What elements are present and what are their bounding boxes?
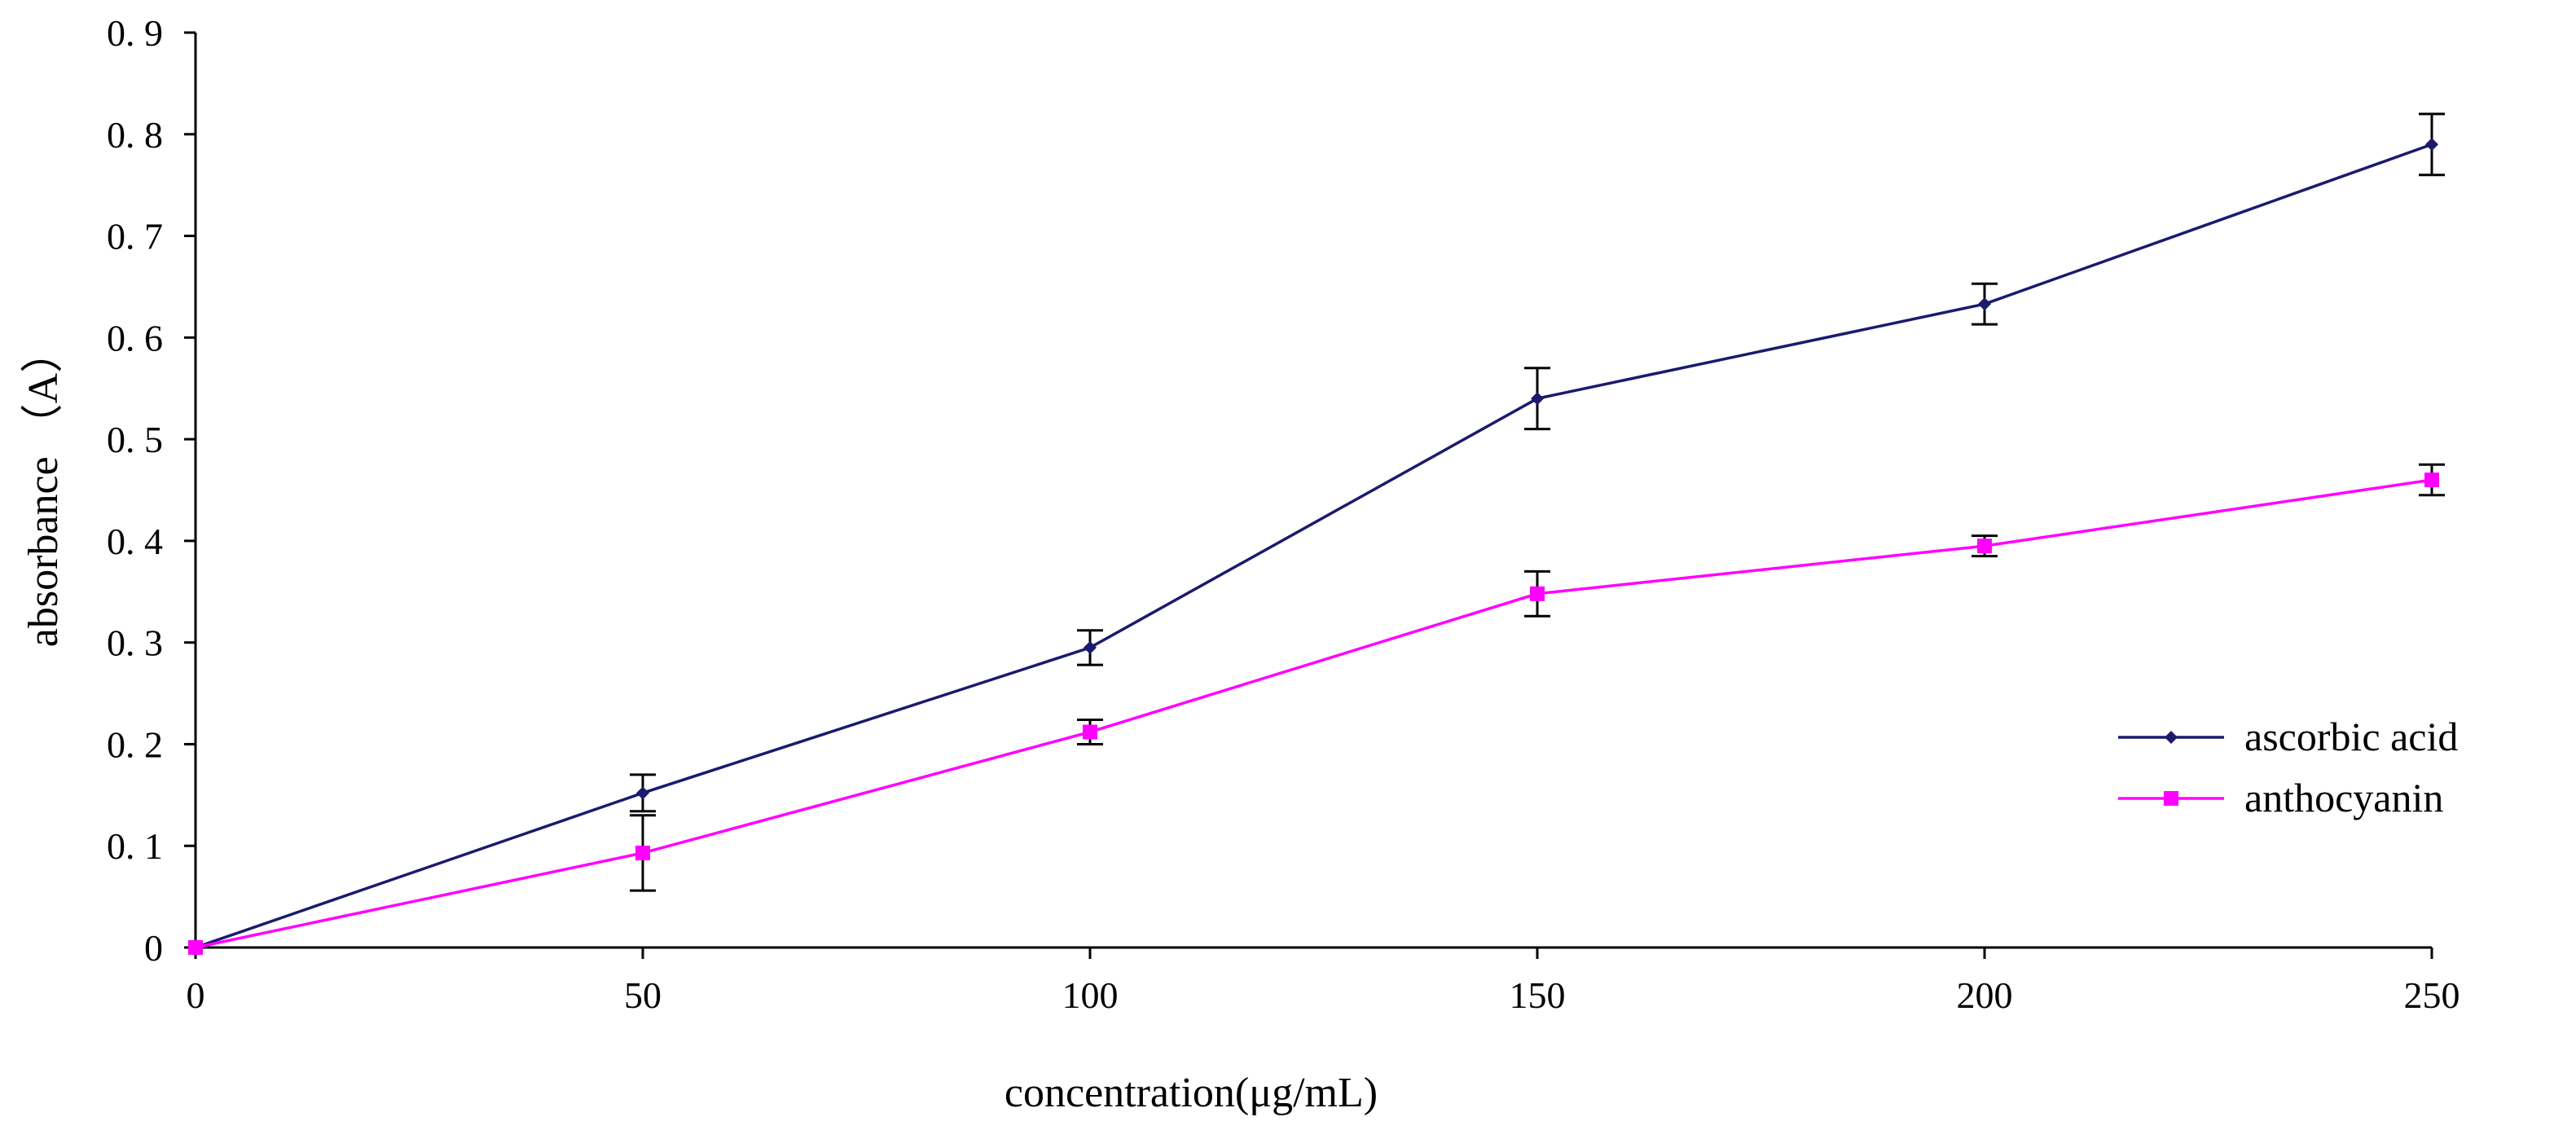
x-tick-label: 50 xyxy=(624,974,662,1016)
data-point-square xyxy=(1977,539,1992,554)
y-tick-label: 0. 8 xyxy=(107,114,163,156)
y-tick-label: 0. 7 xyxy=(107,216,163,257)
y-tick-label: 0. 5 xyxy=(107,419,163,460)
data-point-square xyxy=(635,845,650,860)
tick-marks: 0 0. 1 0. 2 0. 3 0. 4 0. 5 0. 6 0. 7 0. 8 0. 9 0 50… xyxy=(107,12,2460,1016)
x-tick-label: 100 xyxy=(1062,974,1119,1016)
y-tick-label: 0. 3 xyxy=(107,622,163,664)
legend-label: ascorbic acid xyxy=(2244,714,2458,759)
data-point-diamond xyxy=(2425,138,2438,152)
y-tick-label: 0. 2 xyxy=(107,723,163,765)
y-tick-label: 0. 4 xyxy=(107,521,163,562)
legend-marker-diamond xyxy=(2165,731,2178,744)
data-point-diamond xyxy=(1084,640,1097,654)
y-tick-label: 0. 6 xyxy=(107,317,163,358)
data-point-square xyxy=(1083,724,1097,740)
data-series xyxy=(188,138,2439,955)
x-tick-label: 0 xyxy=(187,974,205,1016)
data-point-diamond xyxy=(1531,392,1544,406)
x-tick-label: 250 xyxy=(2404,974,2460,1016)
error-bars xyxy=(630,112,2445,892)
series-line-1 xyxy=(195,478,2433,949)
y-tick-label: 0. 1 xyxy=(107,825,163,867)
series-line-0 xyxy=(195,143,2433,949)
y-tick-label: 0 xyxy=(144,927,163,969)
x-tick-label: 200 xyxy=(1957,974,2013,1016)
x-tick-label: 150 xyxy=(1510,974,1566,1016)
data-point-square xyxy=(1530,586,1545,601)
y-axis-title: absorbance （A） xyxy=(20,331,67,647)
legend: ascorbic acid anthocyanin xyxy=(2118,714,2458,820)
legend-marker-square xyxy=(2164,791,2178,806)
y-tick-label: 0. 9 xyxy=(107,12,163,54)
data-point-diamond xyxy=(1978,297,1991,311)
data-point-diamond xyxy=(636,786,649,800)
legend-label: anthocyanin xyxy=(2244,775,2443,820)
x-axis-title: concentration(μg/mL) xyxy=(1004,1070,1378,1116)
axes xyxy=(194,33,2432,949)
data-point-square xyxy=(188,940,203,955)
data-point-square xyxy=(2424,473,2439,488)
